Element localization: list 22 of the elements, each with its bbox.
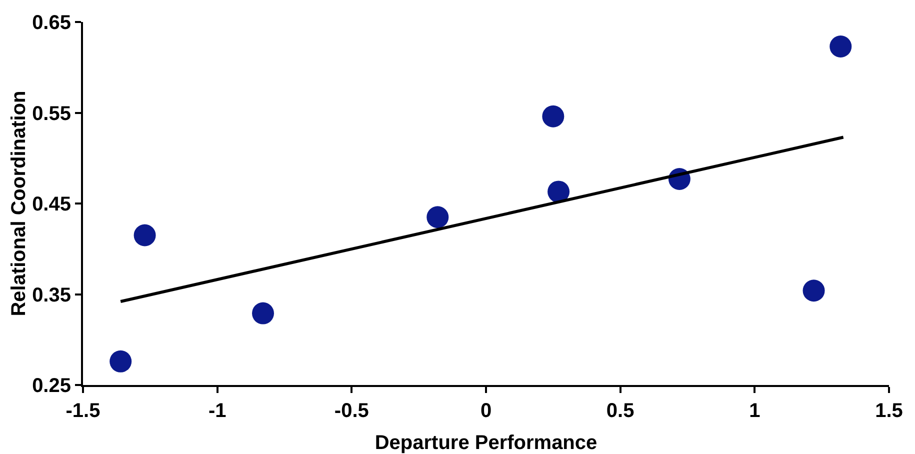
y-tick-label: 0.45: [32, 194, 71, 216]
y-tick-label: 0.25: [32, 375, 71, 397]
x-tick-label: 0.5: [606, 400, 634, 422]
point: [542, 105, 564, 128]
point: [426, 206, 449, 228]
point: [548, 180, 570, 203]
point: [830, 36, 852, 58]
y-tick-label: 0.65: [32, 12, 71, 34]
x-tick-label: -1.5: [66, 400, 100, 422]
y-tick-label: 0.35: [32, 284, 71, 306]
x-tick-label: -0.5: [334, 400, 369, 422]
y-axis-title: Relational Coordination: [8, 90, 30, 316]
y-tick-label: 0.55: [32, 102, 71, 125]
point: [134, 224, 156, 246]
x-tick-label: -1: [208, 400, 226, 422]
point: [110, 350, 132, 372]
x-tick-label: 1: [749, 400, 760, 422]
point: [802, 280, 825, 302]
x-axis-title: Departure Performance: [374, 432, 598, 454]
x-tick-label: 1.5: [875, 400, 903, 422]
x-tick-label: 0: [480, 400, 492, 422]
point: [252, 302, 274, 324]
